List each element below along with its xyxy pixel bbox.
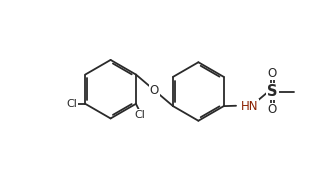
Text: Cl: Cl [134, 110, 145, 120]
Text: O: O [268, 67, 277, 80]
Text: O: O [268, 103, 277, 117]
Text: Cl: Cl [66, 99, 77, 109]
Text: HN: HN [241, 100, 258, 113]
Text: S: S [267, 84, 278, 99]
Text: O: O [150, 84, 159, 97]
